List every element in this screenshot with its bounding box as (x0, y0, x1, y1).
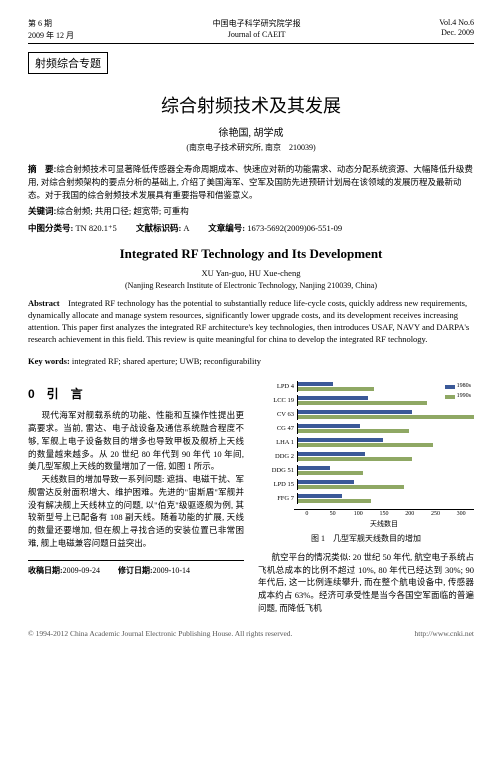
topic-tag: 射频综合专题 (28, 52, 108, 74)
chart-bar (298, 499, 371, 503)
chart-x-tick: 150 (371, 510, 397, 519)
chart-category-label: LHA 1 (258, 438, 297, 448)
chart-category-label: DDG 2 (258, 452, 297, 462)
issue-month: Dec. 2009 (439, 28, 474, 37)
affiliation-cn: (南京电子技术研究所, 南京 210039) (28, 142, 474, 153)
right-p1: 航空平台的情况类似: 20 世纪 50 年代, 航空电子系统占飞机总成本的比例不… (258, 551, 474, 615)
left-column: 0 引 言 现代海军对舰载系统的功能、性能和互操作性提出更高要求。当前, 雷达、… (28, 377, 244, 614)
intro-p1: 现代海军对舰载系统的功能、性能和互操作性提出更高要求。当前, 雷达、电子战设备及… (28, 409, 244, 473)
authors-cn: 徐艳国, 胡学成 (28, 124, 474, 139)
clc-label: 中图分类号: (28, 223, 73, 233)
journal-cn: 中国电子科学研究院学报 (213, 18, 301, 29)
keywords-cn-text: 综合射频; 共用口径; 超宽带; 可重构 (56, 206, 188, 216)
chart-x-tick: 0 (294, 510, 320, 519)
classification-line: 中图分类号: TN 820.1⁺5 文献标识码: A 文章编号: 1673-56… (28, 222, 474, 234)
chart-bar (298, 471, 363, 475)
chart-category-label: LPD 4 (258, 382, 297, 392)
chart-bar (298, 457, 412, 461)
copyright-url: http://www.cnki.net (414, 629, 474, 638)
keywords-cn: 关键词:综合射频; 共用口径; 超宽带; 可重构 (28, 205, 474, 218)
chart-category-label: LPD 15 (258, 480, 297, 490)
page-header: 第 6 期2009 年 12 月 中国电子科学研究院学报Journal of C… (28, 18, 474, 44)
title-en: Integrated RF Technology and Its Develop… (28, 246, 474, 262)
clc-value: TN 820.1⁺5 (75, 223, 116, 233)
chart-bar (298, 452, 365, 456)
antenna-chart: 1980s 1990s LPD 4LCC 19CV 63CG 47LHA 1DD… (258, 379, 474, 505)
chart-bar (298, 424, 360, 428)
chart-bar (298, 387, 374, 391)
chart-bar (298, 396, 368, 400)
right-column: 1980s 1990s LPD 4LCC 19CV 63CG 47LHA 1DD… (258, 377, 474, 614)
chart-category-label: CV 63 (258, 410, 297, 420)
chart-x-tick: 250 (423, 510, 449, 519)
keywords-en: Key words: integrated RF; shared apertur… (28, 356, 474, 368)
chart-category-label: LCC 19 (258, 396, 297, 406)
rev-date: 2009-10-14 (153, 566, 190, 575)
issue-no: 第 6 期 (28, 18, 74, 29)
doc-code-label: 文献标识码: (136, 223, 181, 233)
chart-x-tick: 50 (320, 510, 346, 519)
rev-label: 修订日期: (118, 566, 153, 575)
abstract-en: Abstract Integrated RF technology has th… (28, 298, 474, 346)
chart-bar (298, 429, 409, 433)
copyright-footer: © 1994-2012 China Academic Journal Elect… (0, 625, 502, 642)
chart-bar (298, 415, 474, 419)
chart-caption: 图 1 几型军舰天线数目的增加 (258, 533, 474, 545)
chart-x-axis: 050100150200250300 (294, 509, 474, 519)
recv-label: 收稿日期: (28, 566, 63, 575)
keywords-en-text: integrated RF; shared aperture; UWB; rec… (72, 356, 261, 366)
copyright-text: © 1994-2012 China Academic Journal Elect… (28, 629, 292, 638)
article-no-value: 1673-5692(2009)06-551-09 (247, 223, 342, 233)
abstract-en-label: Abstract (28, 298, 60, 308)
chart-bar (298, 410, 412, 414)
chart-bar (298, 382, 333, 386)
title-cn: 综合射频技术及其发展 (28, 92, 474, 118)
chart-bar (298, 494, 342, 498)
chart-x-label: 天线数目 (294, 519, 474, 530)
chart-bar (298, 485, 404, 489)
dates-line: 收稿日期:2009-09-24 修订日期:2009-10-14 (28, 560, 244, 577)
chart-x-tick: 100 (345, 510, 371, 519)
chart-bar (298, 480, 354, 484)
chart-category-label: FFG 7 (258, 494, 297, 504)
vol-no: Vol.4 No.6 (439, 18, 474, 27)
abstract-cn-label: 摘 要: (28, 164, 56, 174)
issue-date: 2009 年 12 月 (28, 30, 74, 41)
chart-bar (298, 438, 383, 442)
recv-date: 2009-09-24 (63, 566, 100, 575)
chart-category-label: DDG 51 (258, 466, 297, 476)
keywords-en-label: Key words: (28, 356, 70, 366)
journal-en: Journal of CAEIT (213, 30, 301, 39)
abstract-cn: 摘 要:综合射频技术可显著降低传感器全寿命周期成本、快速应对新的功能需求、动态分… (28, 163, 474, 201)
section-0-title: 0 引 言 (28, 385, 244, 403)
abstract-cn-text: 综合射频技术可显著降低传感器全寿命周期成本、快速应对新的功能需求、动态分配系统资… (28, 164, 473, 200)
chart-bar (298, 443, 433, 447)
chart-bar (298, 401, 427, 405)
intro-p2: 天线数目的增加导致一系列问题: 遮挡、电磁干扰、军舰雷达反射面积增大、维护困难。… (28, 473, 244, 550)
abstract-en-text: Integrated RF technology has the potenti… (28, 298, 469, 344)
chart-x-tick: 300 (448, 510, 474, 519)
affiliation-en: (Nanjing Research Institute of Electroni… (28, 281, 474, 290)
authors-en: XU Yan-guo, HU Xue-cheng (28, 268, 474, 278)
article-no-label: 文章编号: (208, 223, 245, 233)
chart-bar (298, 466, 330, 470)
doc-code-value: A (183, 223, 189, 233)
keywords-cn-label: 关键词: (28, 206, 56, 216)
chart-x-tick: 200 (397, 510, 423, 519)
chart-category-label: CG 47 (258, 424, 297, 434)
